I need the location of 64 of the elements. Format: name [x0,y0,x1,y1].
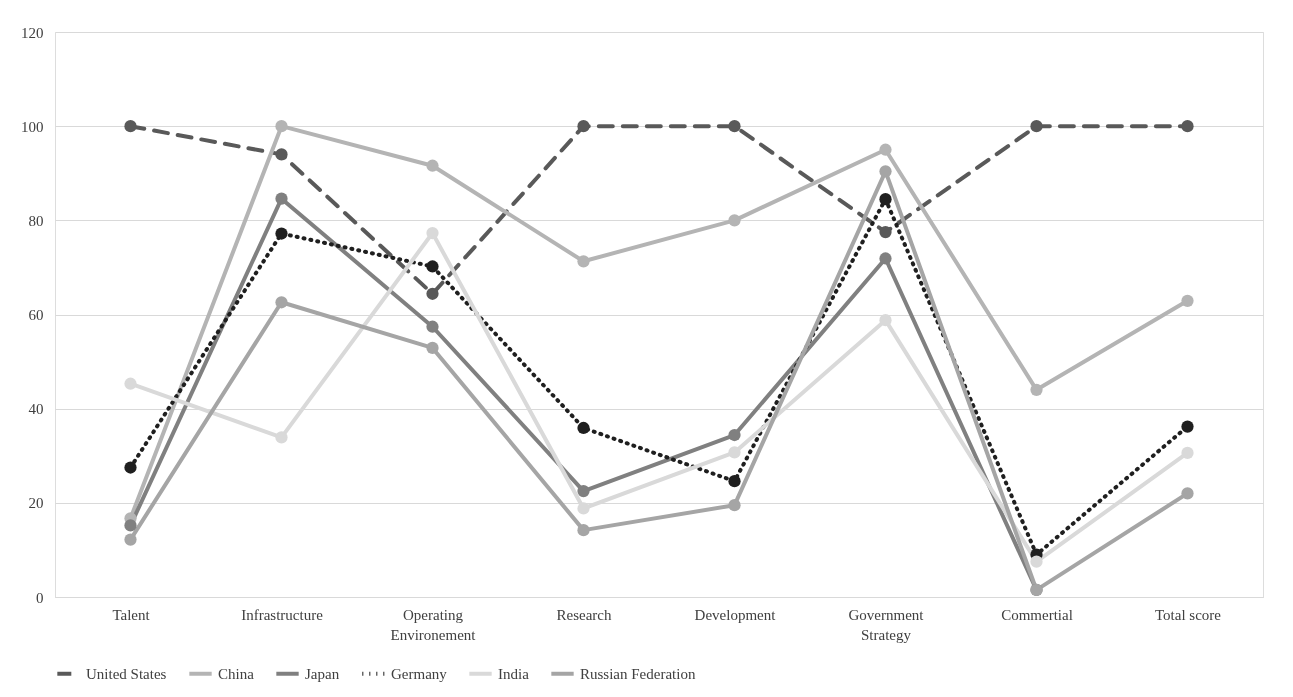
point [124,519,137,532]
x-tick-label: Operating Environement [390,606,477,643]
point [275,192,288,205]
point [275,431,288,444]
point [728,214,741,227]
point [577,484,590,498]
legend-label: Germany [391,665,448,682]
point [1030,383,1043,396]
point [577,120,590,133]
point [728,428,741,442]
point [879,193,892,206]
point [426,226,439,240]
point [426,260,439,273]
legend-label: India [498,665,530,682]
x-tick-label: Commertial [1001,606,1073,623]
point [426,341,439,355]
x-tick-label: Infrastructure [241,606,324,623]
point [879,252,892,265]
point [879,314,892,327]
point [124,377,137,390]
point [1181,446,1194,460]
point [275,227,288,240]
x-tick-label: Development [694,606,777,623]
point [1030,555,1043,568]
point [275,120,288,133]
point [275,148,288,161]
point [124,533,137,546]
point [1181,420,1194,433]
point [1030,120,1043,133]
point [577,421,590,435]
y-tick-label: 60 [28,307,44,323]
point [1181,487,1194,500]
point [426,320,439,333]
x-tick-label: Government Strategy [848,606,925,643]
x-tick-label: Research [556,606,612,623]
point [728,475,741,488]
y-tick-label: 20 [28,495,44,512]
y-tick-label: 40 [28,401,44,418]
point [728,446,741,459]
point [124,120,137,133]
legend-label: Japan [305,665,340,682]
point [124,461,137,474]
point [879,143,892,156]
point [879,165,892,178]
point [1181,120,1194,133]
point [426,287,439,300]
y-tick-label: 100 [21,118,44,135]
point [728,120,741,133]
point [577,255,590,268]
point [577,502,590,515]
y-tick-label: 120 [21,24,44,41]
legend-label: Russian Federation [580,665,696,682]
point [275,296,288,309]
y-tick-label: 0 [36,589,44,606]
y-tick-label: 80 [28,212,44,229]
point [577,524,590,537]
legend-label: United States [86,665,167,682]
legend-label: China [218,665,255,682]
x-tick-label: Total score [1154,606,1222,623]
point [1181,294,1194,307]
point [728,499,741,512]
x-tick-label: Talent [112,606,151,623]
point [426,159,439,172]
point [879,225,892,239]
